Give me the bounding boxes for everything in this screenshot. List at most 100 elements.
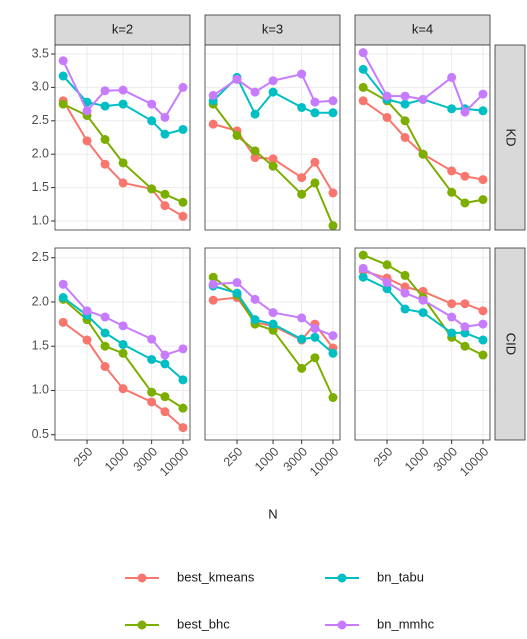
x-tick-label: 250: [221, 445, 246, 470]
point: [460, 299, 470, 309]
point: [250, 294, 260, 304]
point: [82, 106, 92, 116]
point: [358, 263, 368, 273]
x-tick-label: 250: [371, 445, 396, 470]
point: [382, 91, 392, 101]
point: [358, 48, 368, 58]
point: [382, 284, 392, 294]
legend-key: [137, 573, 147, 583]
facet-label: k=4: [412, 21, 433, 36]
x-tick-label: 3000: [431, 445, 461, 475]
point: [328, 221, 338, 231]
y-tick-label: 2.0: [32, 146, 49, 160]
point: [178, 403, 188, 413]
point: [400, 270, 410, 280]
point: [447, 187, 457, 197]
point: [100, 101, 110, 111]
point: [178, 82, 188, 92]
point: [268, 87, 278, 97]
point: [178, 197, 188, 207]
y-tick-label: 2.5: [32, 113, 49, 127]
x-tick-label: 250: [71, 445, 96, 470]
point: [160, 112, 170, 122]
point: [310, 178, 320, 188]
point: [328, 188, 338, 198]
point: [310, 108, 320, 118]
point: [478, 350, 488, 360]
point: [460, 328, 470, 338]
point: [328, 331, 338, 341]
point: [58, 317, 68, 327]
point: [358, 250, 368, 260]
x-axis-label: N: [268, 506, 277, 521]
point: [58, 293, 68, 303]
facet-strip: [54, 14, 191, 46]
panel-border: [204, 247, 341, 441]
point: [418, 94, 428, 104]
point: [478, 335, 488, 345]
point: [58, 56, 68, 66]
panel: [355, 248, 490, 440]
point: [250, 153, 260, 163]
point: [358, 272, 368, 282]
y-tick-label: 1.5: [32, 339, 49, 353]
point: [118, 384, 128, 394]
legend-label: bn_mmhc: [377, 616, 435, 631]
point: [400, 282, 410, 292]
y-tick-label: 0.5: [32, 427, 49, 441]
x-tick-label: 10000: [157, 445, 192, 480]
point: [418, 295, 428, 305]
point: [400, 99, 410, 109]
point: [447, 299, 457, 309]
point: [147, 184, 157, 194]
x-tick-label: 1000: [402, 445, 432, 475]
point: [147, 116, 157, 126]
x-tick-label: 1000: [102, 445, 132, 475]
point: [297, 313, 307, 323]
point: [358, 96, 368, 106]
point: [147, 354, 157, 364]
point: [147, 334, 157, 344]
point: [268, 76, 278, 86]
legend-label: bn_tabu: [377, 569, 424, 584]
facet-label: k=3: [262, 21, 283, 36]
point: [447, 328, 457, 338]
x-tick-label: 10000: [307, 445, 342, 480]
point: [297, 173, 307, 183]
panel: [55, 45, 190, 230]
point: [232, 74, 242, 84]
point: [208, 272, 218, 282]
point: [382, 278, 392, 288]
point: [460, 322, 470, 332]
point: [118, 339, 128, 349]
point: [460, 107, 470, 117]
point: [160, 359, 170, 369]
point: [297, 334, 307, 344]
point: [358, 82, 368, 92]
point: [250, 146, 260, 156]
facet-label: KD: [504, 128, 519, 146]
point: [100, 341, 110, 351]
point: [400, 304, 410, 314]
point: [118, 348, 128, 358]
point: [268, 308, 278, 318]
point: [250, 87, 260, 97]
point: [100, 362, 110, 372]
point: [160, 201, 170, 211]
point: [250, 109, 260, 119]
point: [310, 332, 320, 342]
facet-strip: [204, 14, 341, 46]
point: [328, 108, 338, 118]
y-tick-label: 3.0: [32, 80, 49, 94]
point: [100, 159, 110, 169]
x-tick-label: 10000: [457, 445, 492, 480]
point: [147, 387, 157, 397]
point: [208, 119, 218, 129]
point: [382, 260, 392, 270]
point: [82, 136, 92, 146]
point: [460, 341, 470, 351]
point: [310, 353, 320, 363]
point: [447, 312, 457, 322]
point: [447, 166, 457, 176]
